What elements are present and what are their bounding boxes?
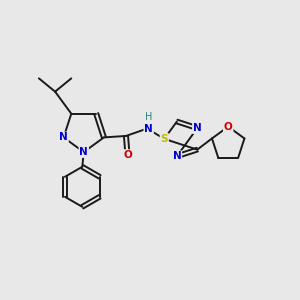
Text: O: O <box>123 150 132 160</box>
Text: N: N <box>193 123 202 133</box>
Text: H: H <box>145 112 152 122</box>
Text: N: N <box>59 132 68 142</box>
Text: N: N <box>144 124 153 134</box>
Text: O: O <box>224 122 233 132</box>
Text: S: S <box>160 134 168 144</box>
Text: N: N <box>172 151 181 161</box>
Text: N: N <box>80 147 88 157</box>
